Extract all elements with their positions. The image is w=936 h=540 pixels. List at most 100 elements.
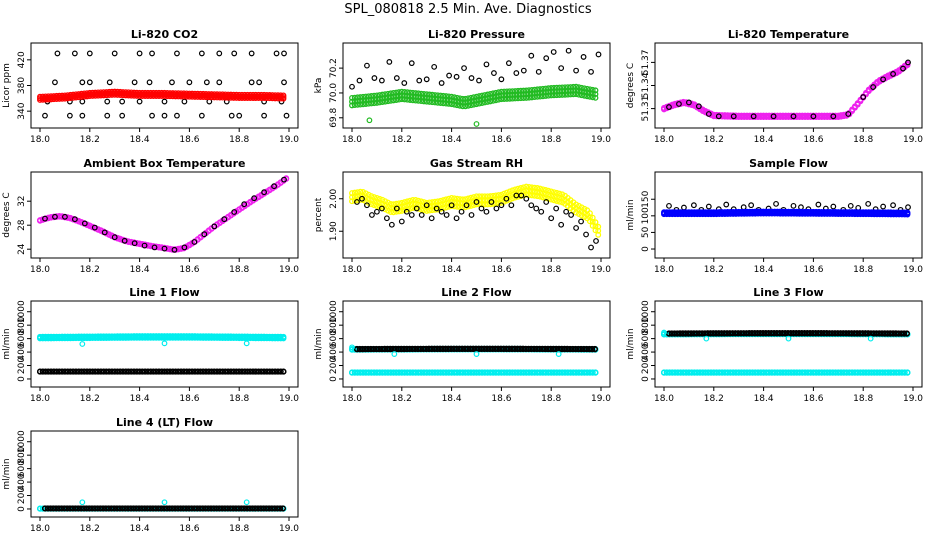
data-point xyxy=(177,505,184,512)
plot-frame xyxy=(30,42,299,129)
data-point xyxy=(834,330,841,336)
data-point xyxy=(156,368,162,375)
data-point xyxy=(838,369,845,376)
data-point xyxy=(196,505,203,512)
data-point xyxy=(473,369,480,376)
data-point xyxy=(473,199,480,205)
data-point xyxy=(133,505,140,512)
data-point xyxy=(668,330,675,337)
data-point xyxy=(551,88,557,95)
data-point xyxy=(849,369,856,376)
data-point xyxy=(893,369,900,376)
data-point xyxy=(539,345,546,352)
data-point xyxy=(404,198,411,205)
data-point xyxy=(100,368,107,375)
data-point xyxy=(454,94,461,101)
data-point xyxy=(542,93,549,99)
data-point xyxy=(364,202,370,209)
data-point xyxy=(520,184,527,191)
data-point xyxy=(445,97,452,104)
data-point xyxy=(80,505,87,512)
data-point xyxy=(493,205,500,212)
data-point xyxy=(870,84,877,90)
data-point xyxy=(528,90,535,97)
data-point xyxy=(448,345,454,352)
x-tick-label: 18.6 xyxy=(491,135,511,145)
data-point xyxy=(365,369,372,376)
data-point xyxy=(514,345,521,352)
data-point xyxy=(248,50,255,57)
data-point xyxy=(418,369,425,376)
panel-title: Line 4 (LT) Flow xyxy=(116,416,213,429)
data-point xyxy=(559,84,566,91)
data-point xyxy=(677,330,683,337)
x-tick-label: 18.2 xyxy=(392,265,412,275)
data-point xyxy=(158,244,165,251)
data-point xyxy=(730,369,737,376)
x-tick-label: 18.2 xyxy=(704,394,724,404)
data-point xyxy=(755,369,762,376)
data-point xyxy=(354,101,361,108)
data-point xyxy=(117,368,124,375)
x-tick-label: 18.4 xyxy=(754,135,774,145)
data-point xyxy=(462,196,469,203)
data-point xyxy=(418,98,425,105)
data-point xyxy=(757,369,764,376)
series-black xyxy=(42,176,287,253)
data-point xyxy=(219,505,225,512)
data-point xyxy=(553,205,560,212)
data-point xyxy=(136,50,143,57)
y-tick-label: 600 xyxy=(329,330,339,347)
data-point xyxy=(730,113,737,120)
data-point xyxy=(898,330,905,337)
data-point xyxy=(131,79,138,86)
data-point xyxy=(244,368,251,375)
data-point xyxy=(205,505,212,512)
data-point xyxy=(690,202,697,209)
data-point xyxy=(688,369,695,376)
data-point xyxy=(473,101,480,108)
data-point xyxy=(515,91,521,98)
data-point xyxy=(453,73,460,80)
data-point xyxy=(414,345,421,352)
data-point xyxy=(871,369,878,376)
data-point xyxy=(793,330,800,336)
data-point xyxy=(498,202,505,209)
data-point xyxy=(895,330,902,337)
data-point xyxy=(401,92,408,99)
data-point xyxy=(525,345,532,352)
data-point xyxy=(512,95,519,102)
data-point xyxy=(398,218,405,225)
data-point xyxy=(149,112,155,119)
data-point xyxy=(362,369,369,376)
y-tick-label: 0 xyxy=(17,376,27,382)
data-point xyxy=(708,369,714,376)
data-point xyxy=(586,345,593,352)
data-point xyxy=(224,505,231,512)
data-point xyxy=(354,345,360,352)
data-point xyxy=(393,75,400,81)
data-point xyxy=(802,369,809,376)
data-point xyxy=(396,96,402,103)
data-point xyxy=(498,88,505,95)
data-point xyxy=(573,67,579,74)
data-point xyxy=(559,91,566,98)
data-point xyxy=(526,183,533,190)
data-point xyxy=(589,86,596,93)
data-point xyxy=(103,368,110,375)
data-point xyxy=(368,193,375,199)
data-point xyxy=(548,92,555,99)
data-point xyxy=(365,345,371,352)
data-point xyxy=(373,345,380,352)
data-point xyxy=(771,330,778,336)
data-point xyxy=(551,189,557,196)
data-point xyxy=(409,89,416,96)
data-point xyxy=(448,93,455,100)
data-point xyxy=(158,368,165,375)
series-blue xyxy=(661,208,911,218)
data-point xyxy=(100,505,107,512)
data-point xyxy=(208,368,215,375)
data-point xyxy=(371,369,378,376)
data-point xyxy=(749,369,756,376)
